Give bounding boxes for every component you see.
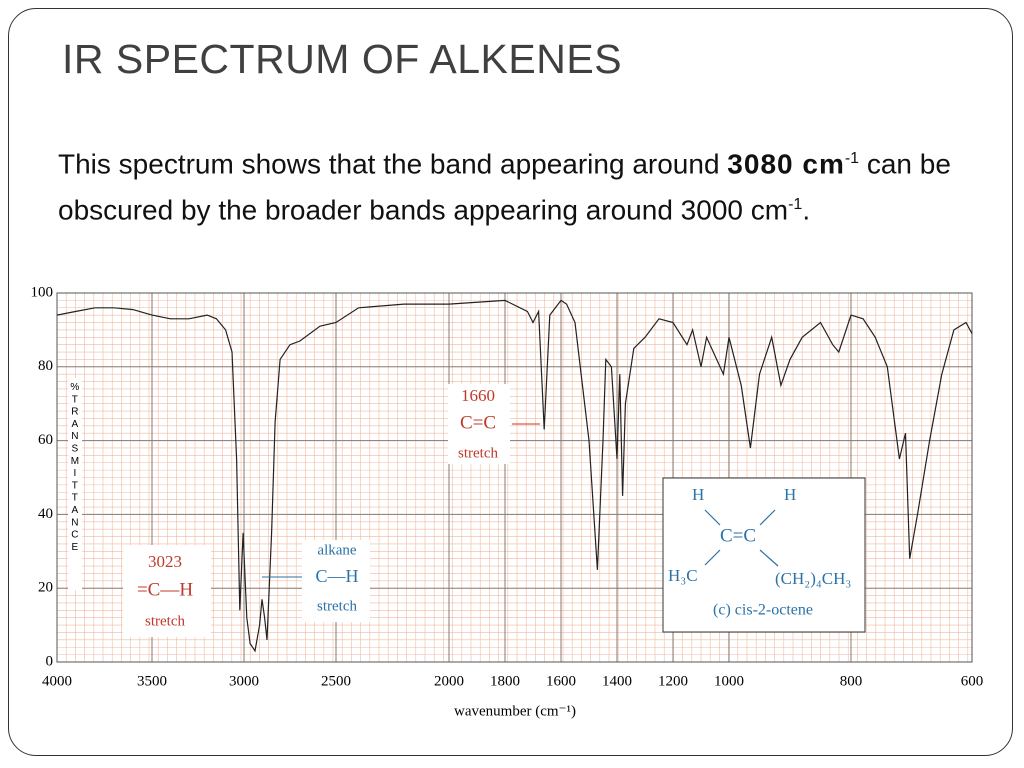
y-axis-label: %TRANSMITTANCE xyxy=(69,382,80,554)
x-tick-label: 2500 xyxy=(321,673,351,689)
x-tick-label: 1400 xyxy=(602,673,632,689)
label-box xyxy=(662,477,866,633)
annotation: (c) cis-2-octene xyxy=(713,602,813,619)
annotation: 3023 xyxy=(148,552,182,571)
annotation: 1660 xyxy=(461,386,495,405)
y-tick-label: 20 xyxy=(38,580,53,596)
x-tick-label: 1000 xyxy=(714,673,744,689)
x-tick-label: 4000 xyxy=(42,673,72,689)
annotation: (CH₂)₄CH₃ xyxy=(775,569,851,588)
label-box xyxy=(448,384,510,464)
plot-frame xyxy=(56,292,973,663)
annotation: stretch xyxy=(317,598,357,614)
x-tick-label: 1800 xyxy=(490,673,520,689)
bond xyxy=(704,549,721,566)
bond xyxy=(759,509,776,526)
annotation: H₃C xyxy=(668,566,698,585)
y-tick-label: 40 xyxy=(38,506,53,522)
annotation: =C—H xyxy=(137,579,193,600)
y-label-bg xyxy=(68,378,82,590)
annotation: alkane xyxy=(317,542,356,558)
annotation: H xyxy=(784,485,796,504)
superscript: -1 xyxy=(844,150,860,167)
text: can be obscured by the broader bands app… xyxy=(58,148,951,226)
label-box xyxy=(123,545,211,637)
superscript: -1 xyxy=(788,196,803,214)
text-bold: 3080 cm xyxy=(727,148,845,180)
x-tick-label: 3500 xyxy=(137,673,167,689)
y-tick-label: 0 xyxy=(46,653,54,669)
annotation: C=C xyxy=(460,412,496,433)
x-tick-label: 2000 xyxy=(434,673,464,689)
x-tick-label: 800 xyxy=(840,673,863,689)
x-tick-label: 3000 xyxy=(229,673,259,689)
x-tick-label: 600 xyxy=(961,673,984,689)
x-tick-label: 1600 xyxy=(546,673,576,689)
slide-frame xyxy=(8,8,1013,756)
y-tick-label: 80 xyxy=(38,358,53,374)
slide-text: This spectrum shows that the band appear… xyxy=(58,138,978,231)
text: . xyxy=(802,194,811,226)
annotation: C=C xyxy=(720,525,756,546)
bond xyxy=(704,509,721,526)
annotation: H xyxy=(692,485,704,504)
annotation: stretch xyxy=(145,613,185,629)
y-tick-label: 60 xyxy=(38,432,53,448)
bond xyxy=(759,549,779,567)
x-tick-label: 1200 xyxy=(658,673,688,689)
annotation: stretch xyxy=(458,445,498,461)
spectrum-line xyxy=(56,299,973,653)
slide-title: IR SPECTRUM OF ALKENES xyxy=(62,36,623,82)
text: This spectrum shows that the band appear… xyxy=(58,148,728,180)
label-box xyxy=(302,540,370,622)
x-axis-label: wavenumber (cm⁻¹) xyxy=(454,703,576,719)
annotation: C—H xyxy=(315,566,358,586)
y-tick-label: 100 xyxy=(31,284,54,300)
